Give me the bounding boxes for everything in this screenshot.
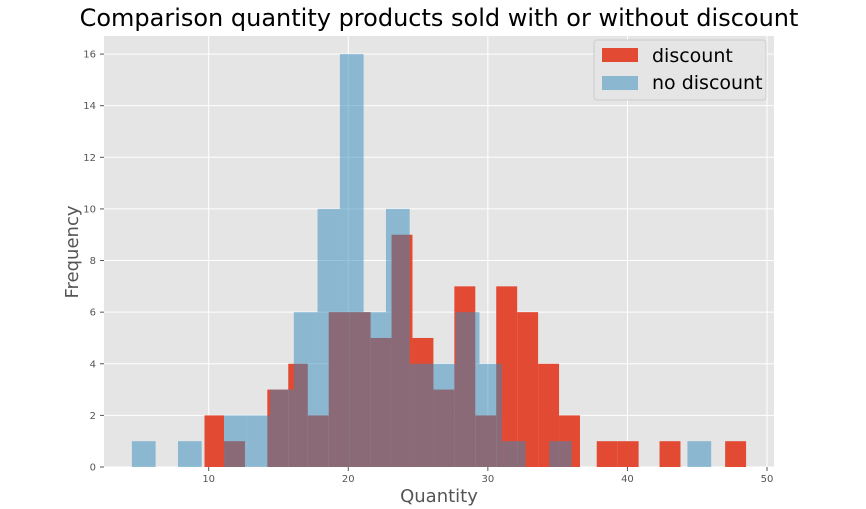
x-tick-label: 30 (481, 474, 494, 485)
y-tick-label: 8 (90, 256, 96, 267)
y-tick-label: 10 (83, 204, 96, 215)
y-axis-label: Frequency (62, 205, 83, 298)
bar-no-discount (177, 441, 202, 467)
bar-no-discount (247, 415, 271, 467)
y-tick-label: 16 (83, 50, 96, 61)
bar-no-discount (409, 363, 434, 467)
legend-swatch-no-discount (602, 76, 638, 90)
bar-no-discount (433, 363, 456, 467)
legend-swatch-discount (602, 48, 638, 62)
bar-discount (659, 441, 681, 467)
bar-no-discount (385, 208, 410, 467)
bar-no-discount (317, 208, 340, 467)
y-tick-label: 4 (90, 359, 96, 370)
bar-no-discount (363, 312, 386, 467)
bar-discount (596, 441, 618, 467)
bar-discount (517, 312, 539, 467)
ticks: 0 2 4 6 8 10 12 14 16 10 20 30 40 50 (83, 50, 773, 485)
chart-title: Comparison quantity products sold with o… (80, 4, 799, 32)
bar-no-discount (687, 441, 712, 467)
bar-no-discount (293, 312, 318, 467)
bar-discount (617, 441, 639, 467)
x-tick-label: 10 (202, 474, 215, 485)
bar-no-discount (549, 441, 572, 467)
y-tick-label: 14 (83, 101, 96, 112)
x-tick-label: 20 (342, 474, 355, 485)
y-tick-label: 0 (90, 463, 96, 474)
bar-no-discount (131, 441, 156, 467)
x-tick-label: 50 (761, 474, 774, 485)
bar-no-discount (455, 312, 480, 467)
x-axis-label: Quantity (400, 486, 478, 507)
bar-discount (725, 441, 747, 467)
y-tick-label: 2 (90, 411, 96, 422)
x-tick-label: 40 (621, 474, 634, 485)
y-tick-label: 12 (83, 153, 96, 164)
bar-no-discount (339, 54, 364, 468)
legend-label-discount: discount (652, 45, 733, 67)
bar-discount (204, 415, 225, 467)
bar-no-discount (501, 441, 526, 467)
bar-no-discount (479, 363, 502, 467)
bar-no-discount (224, 415, 248, 467)
bar-no-discount (270, 389, 294, 467)
y-tick-label: 6 (90, 308, 96, 319)
legend: discount no discount (593, 39, 767, 101)
bars (131, 54, 747, 468)
legend-label-no-discount: no discount (652, 72, 763, 94)
